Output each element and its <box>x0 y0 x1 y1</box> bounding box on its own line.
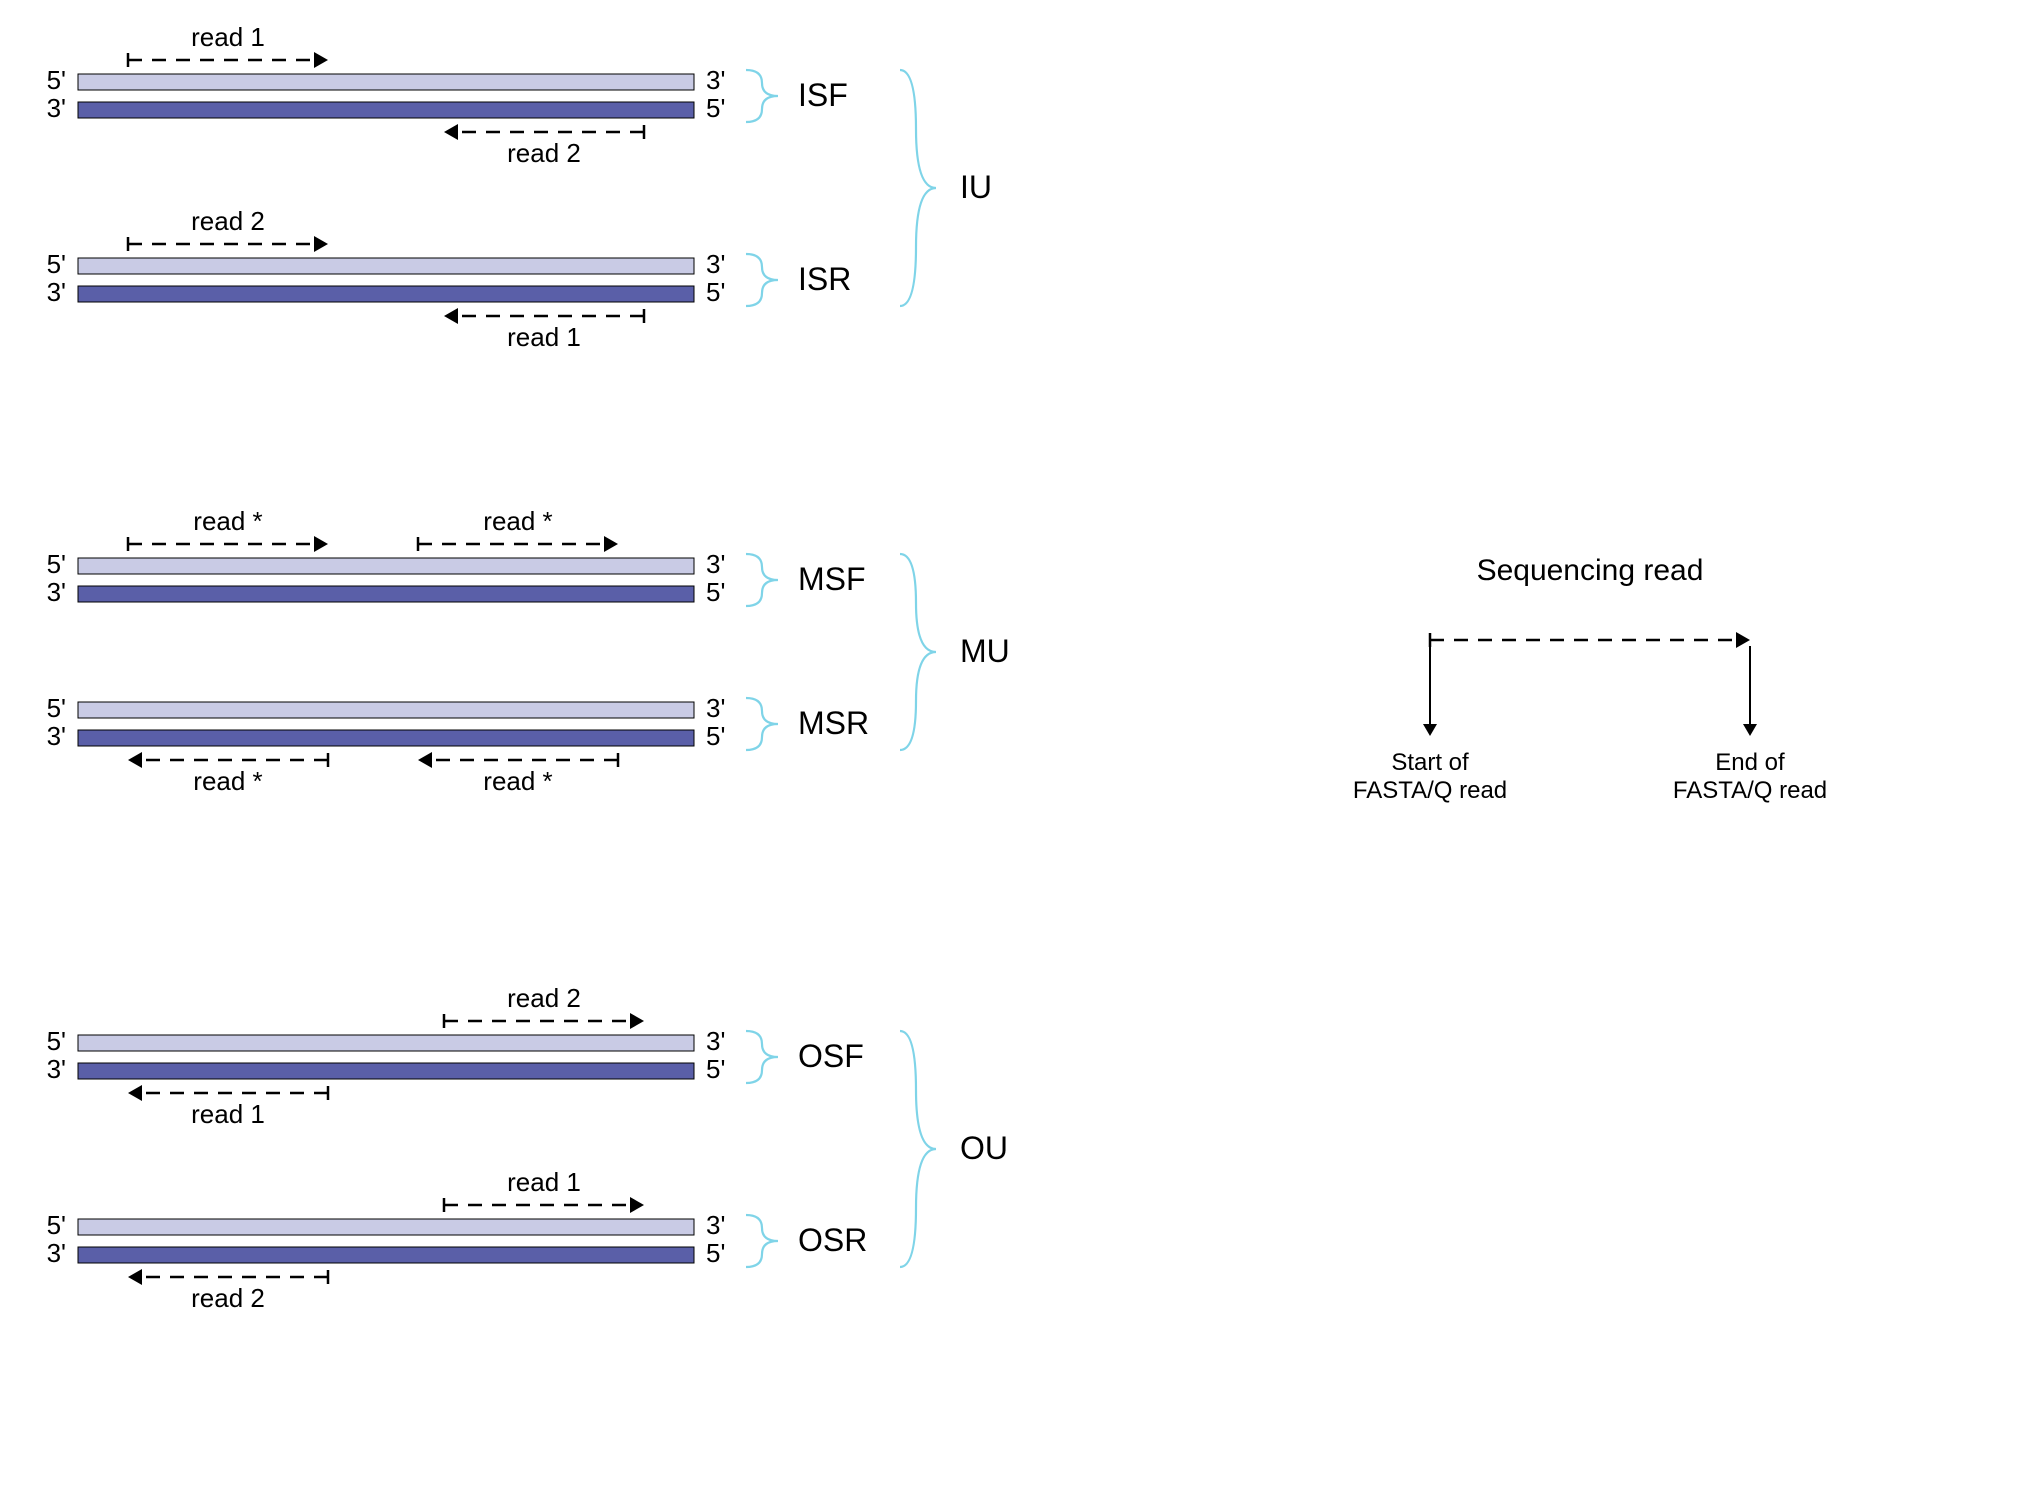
read-arrow-head <box>418 752 432 768</box>
read-arrow-head <box>314 236 328 252</box>
top-strand <box>78 74 694 90</box>
bottom-strand <box>78 102 694 118</box>
svg-text:3': 3' <box>706 1026 725 1056</box>
top-strand <box>78 558 694 574</box>
svg-text:3': 3' <box>47 277 66 307</box>
read-label: read * <box>193 506 262 536</box>
read-label: read * <box>483 506 552 536</box>
diagram-canvas: 5'3'3'5'read 1read 2ISF5'3'3'5'read 2rea… <box>0 0 2029 1492</box>
svg-text:5': 5' <box>706 577 725 607</box>
svg-text:5': 5' <box>706 93 725 123</box>
read-arrow-head <box>128 752 142 768</box>
brace <box>746 1215 778 1267</box>
svg-text:3': 3' <box>706 249 725 279</box>
top-strand <box>78 258 694 274</box>
read-label: read * <box>483 766 552 796</box>
svg-text:5': 5' <box>706 721 725 751</box>
svg-text:FASTA/Q read: FASTA/Q read <box>1353 777 1507 804</box>
brace <box>746 698 778 750</box>
svg-text:3': 3' <box>47 1238 66 1268</box>
bottom-strand <box>78 1063 694 1079</box>
brace <box>746 254 778 306</box>
read-label: read * <box>193 766 262 796</box>
library-type-label: MSR <box>798 705 869 741</box>
read-label: read 1 <box>507 322 581 352</box>
svg-text:5': 5' <box>47 693 66 723</box>
read-arrow-head <box>314 52 328 68</box>
read-arrow-head <box>604 536 618 552</box>
brace <box>746 1031 778 1083</box>
brace <box>900 1031 936 1267</box>
svg-text:3': 3' <box>706 65 725 95</box>
library-group-label: IU <box>960 169 992 205</box>
read-arrow-head <box>444 308 458 324</box>
svg-text:3': 3' <box>47 1054 66 1084</box>
read-arrow-head <box>630 1013 644 1029</box>
bottom-strand <box>78 730 694 746</box>
read-label: read 2 <box>191 1283 265 1313</box>
svg-text:3': 3' <box>47 721 66 751</box>
read-arrow-head <box>128 1269 142 1285</box>
read-label: read 1 <box>191 22 265 52</box>
read-label: read 2 <box>507 983 581 1013</box>
library-type-label: OSR <box>798 1222 867 1258</box>
library-group-label: MU <box>960 633 1010 669</box>
svg-text:3': 3' <box>706 549 725 579</box>
svg-text:5': 5' <box>47 1210 66 1240</box>
svg-text:5': 5' <box>47 549 66 579</box>
svg-text:5': 5' <box>706 1238 725 1268</box>
svg-text:3': 3' <box>47 577 66 607</box>
read-arrow-head <box>128 1085 142 1101</box>
top-strand <box>78 702 694 718</box>
read-label: read 1 <box>191 1099 265 1129</box>
read-label: read 1 <box>507 1167 581 1197</box>
legend-title: Sequencing read <box>1477 554 1704 587</box>
read-label: read 2 <box>507 138 581 168</box>
library-type-label: MSF <box>798 561 866 597</box>
brace <box>900 554 936 750</box>
legend-down-arrow-head <box>1423 724 1437 736</box>
svg-text:5': 5' <box>706 277 725 307</box>
svg-text:Start of: Start of <box>1391 749 1469 776</box>
svg-text:5': 5' <box>47 1026 66 1056</box>
svg-text:FASTA/Q read: FASTA/Q read <box>1673 777 1827 804</box>
library-type-label: ISR <box>798 261 851 297</box>
brace <box>746 70 778 122</box>
svg-text:5': 5' <box>706 1054 725 1084</box>
bottom-strand <box>78 1247 694 1263</box>
read-arrow-head <box>630 1197 644 1213</box>
top-strand <box>78 1219 694 1235</box>
svg-text:5': 5' <box>47 249 66 279</box>
brace <box>746 554 778 606</box>
legend-down-arrow-head <box>1743 724 1757 736</box>
bottom-strand <box>78 586 694 602</box>
library-type-label: ISF <box>798 77 848 113</box>
read-arrow-head <box>444 124 458 140</box>
bottom-strand <box>78 286 694 302</box>
svg-text:3': 3' <box>47 93 66 123</box>
svg-text:3': 3' <box>706 1210 725 1240</box>
brace <box>900 70 936 306</box>
svg-text:End of: End of <box>1715 749 1785 776</box>
library-type-label: OSF <box>798 1038 864 1074</box>
library-group-label: OU <box>960 1130 1008 1166</box>
read-arrow-head <box>314 536 328 552</box>
svg-text:3': 3' <box>706 693 725 723</box>
read-label: read 2 <box>191 206 265 236</box>
svg-text:5': 5' <box>47 65 66 95</box>
top-strand <box>78 1035 694 1051</box>
legend-arrow-head <box>1736 632 1750 648</box>
